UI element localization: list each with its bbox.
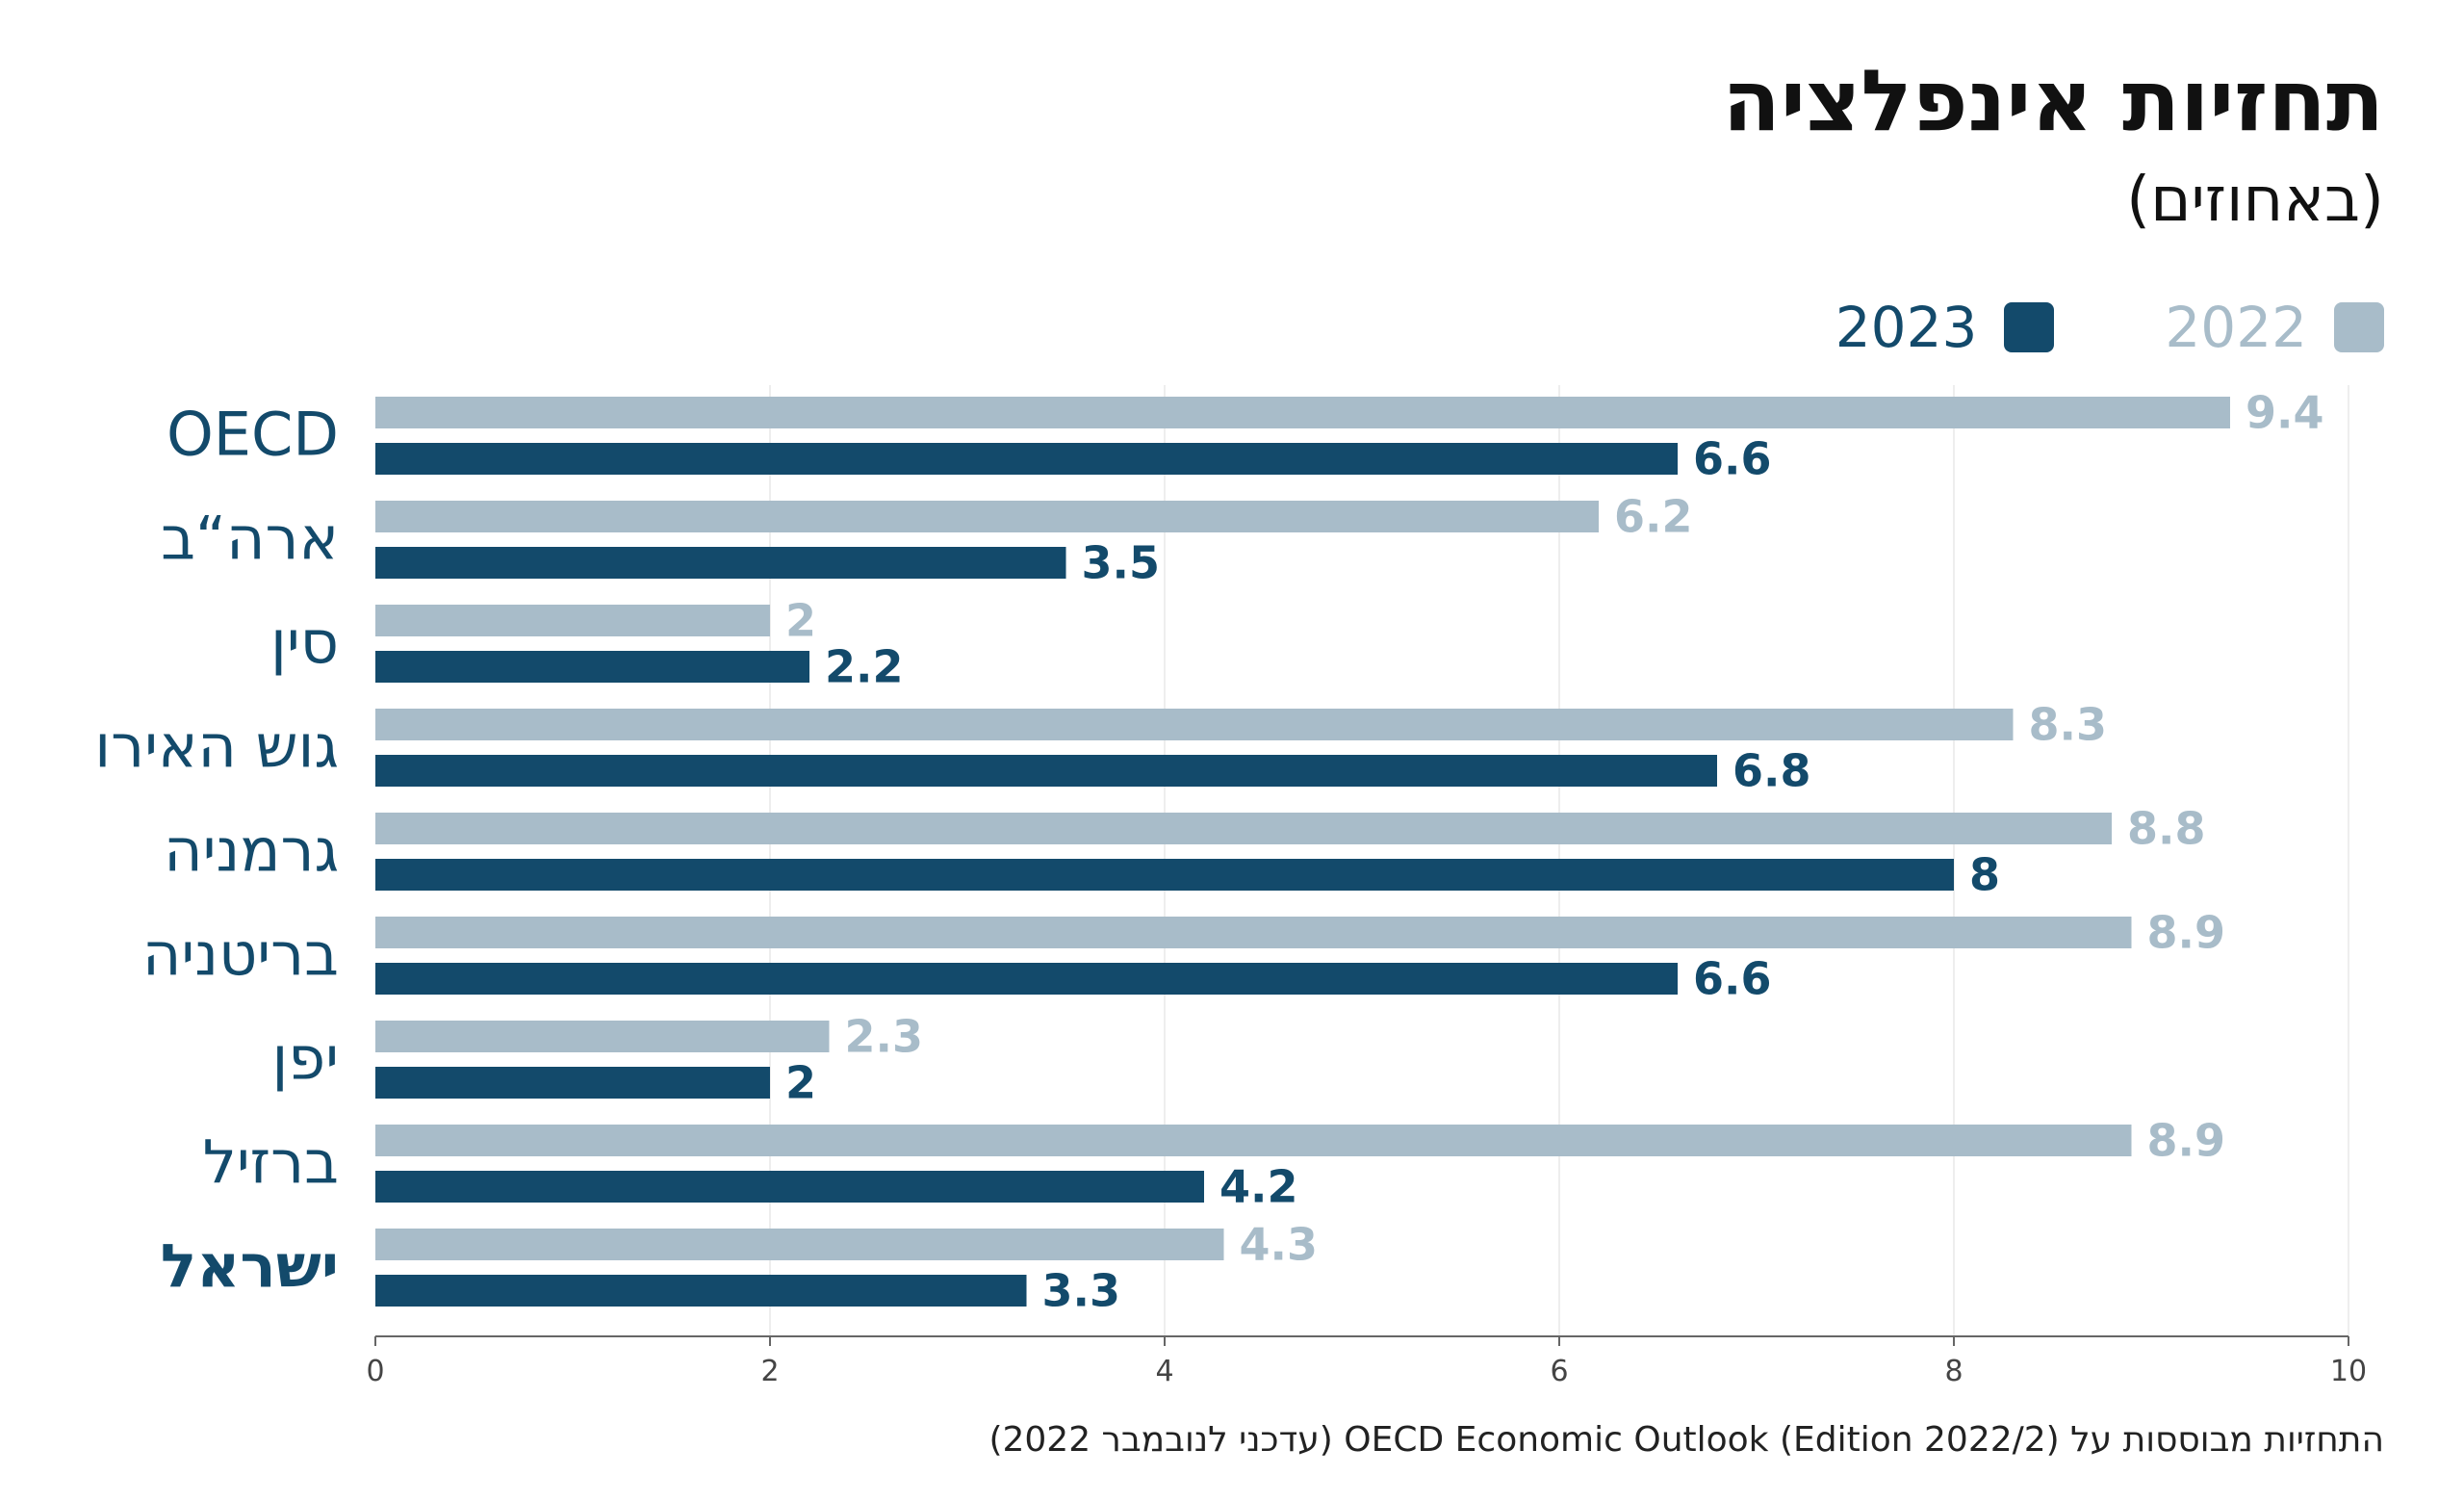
- data-label-2022-4: 8.8: [2127, 803, 2206, 855]
- x-tick-label-8: 8: [1944, 1355, 1963, 1388]
- category-label-5: בריטניה: [142, 919, 339, 990]
- legend-item-2022: 2022: [2165, 295, 2384, 360]
- data-label-2022-6: 2.3: [845, 1011, 924, 1063]
- category-label-0: OECD: [167, 400, 339, 470]
- legend-label-2022: 2022: [2165, 295, 2307, 360]
- chart-subtitle: (באחוזים): [2126, 165, 2384, 236]
- category-label-3: גוש האירו: [94, 712, 339, 782]
- data-label-2023-7: 4.2: [1219, 1161, 1298, 1213]
- data-label-2022-8: 4.3: [1240, 1219, 1319, 1271]
- legend-label-2023: 2023: [1835, 295, 1978, 360]
- bar-2022-3: [375, 709, 2014, 740]
- legend-swatch-2022: [2334, 302, 2384, 352]
- bar-2022-5: [375, 917, 2132, 948]
- legend-item-2023: 2023: [1835, 295, 2055, 360]
- chart-title: תחזיות אינפלציה: [1722, 51, 2384, 150]
- data-label-2022-3: 8.3: [2029, 699, 2108, 751]
- data-label-2023-6: 2: [785, 1057, 816, 1109]
- data-label-2023-1: 3.5: [1082, 537, 1161, 589]
- bar-2023-1: [375, 547, 1066, 579]
- data-label-2022-1: 6.2: [1614, 491, 1693, 543]
- bar-2023-0: [375, 443, 1678, 475]
- bar-2022-7: [375, 1125, 2132, 1156]
- category-label-7: ברזיל: [203, 1127, 339, 1198]
- data-label-2023-0: 6.6: [1693, 433, 1772, 485]
- bar-2023-5: [375, 963, 1678, 995]
- chart-legend: 2022 2023: [1835, 294, 2384, 361]
- category-label-2: סין: [270, 608, 339, 678]
- bar-2023-4: [375, 859, 1954, 891]
- category-label-4: גרמניה: [164, 815, 339, 886]
- bar-2022-1: [375, 501, 1599, 532]
- data-label-2023-2: 2.2: [825, 641, 904, 693]
- x-tick-label-10: 10: [2330, 1355, 2367, 1388]
- bar-2022-0: [375, 397, 2230, 428]
- x-tick-label-6: 6: [1550, 1355, 1568, 1388]
- category-label-6: יפן: [272, 1023, 339, 1094]
- bar-2022-2: [375, 605, 770, 636]
- data-label-2022-0: 9.4: [2246, 387, 2324, 439]
- x-tick-label-4: 4: [1155, 1355, 1173, 1388]
- x-tick-label-0: 0: [366, 1355, 384, 1388]
- bar-2023-6: [375, 1067, 770, 1099]
- category-label-8: ישראל: [161, 1231, 339, 1302]
- bar-2023-3: [375, 755, 1717, 787]
- category-label-1: ארה“ב: [161, 504, 339, 574]
- data-label-2022-7: 8.9: [2147, 1115, 2226, 1167]
- data-label-2022-5: 8.9: [2147, 907, 2226, 959]
- bar-2022-6: [375, 1021, 830, 1052]
- bar-2022-4: [375, 813, 2112, 844]
- bar-2022-8: [375, 1229, 1224, 1260]
- data-label-2023-8: 3.3: [1042, 1265, 1121, 1317]
- bar-2023-7: [375, 1171, 1204, 1203]
- chart-footnote: התחזיות מבוססות על OECD Economic Outlook…: [988, 1420, 2384, 1460]
- legend-swatch-2023: [2004, 302, 2055, 352]
- x-tick-label-2: 2: [760, 1355, 779, 1388]
- bar-2023-2: [375, 651, 809, 683]
- bar-2023-8: [375, 1275, 1027, 1307]
- data-label-2022-2: 2: [785, 595, 816, 647]
- data-label-2023-4: 8: [1969, 849, 2000, 901]
- data-label-2023-3: 6.8: [1732, 745, 1811, 797]
- data-label-2023-5: 6.6: [1693, 953, 1772, 1005]
